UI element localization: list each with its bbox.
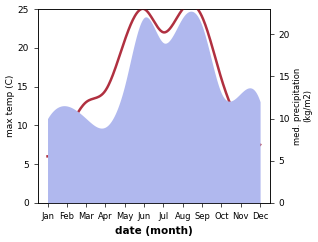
X-axis label: date (month): date (month) <box>115 227 193 236</box>
Y-axis label: max temp (C): max temp (C) <box>5 75 15 137</box>
Y-axis label: med. precipitation
(kg/m2): med. precipitation (kg/m2) <box>293 67 313 144</box>
